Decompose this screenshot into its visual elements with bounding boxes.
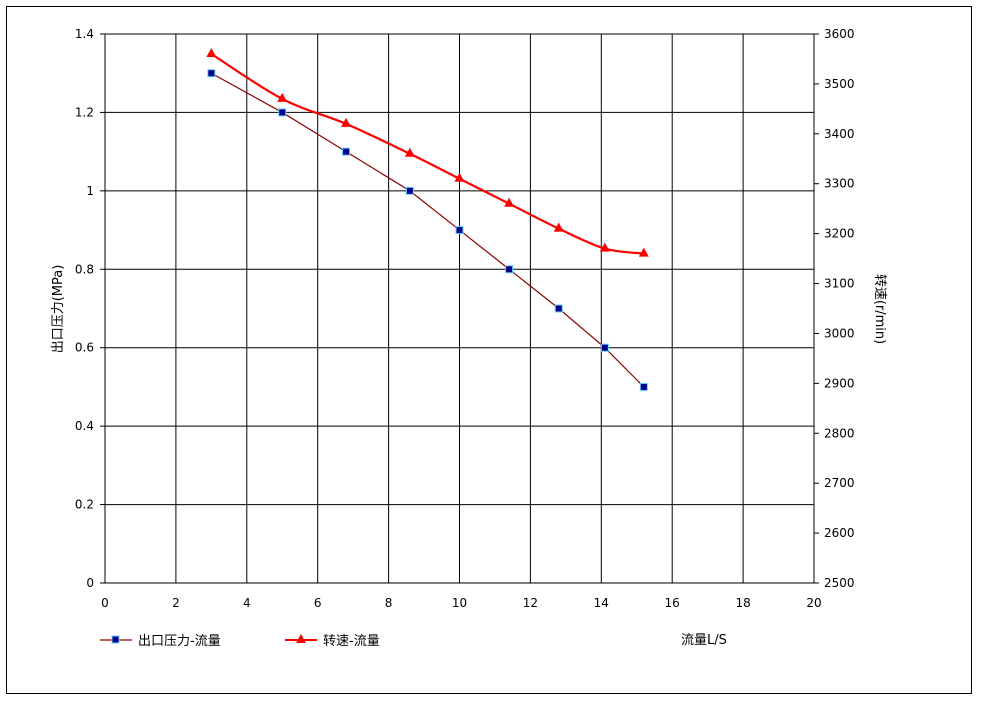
speed-point (454, 172, 465, 182)
x-tick-label: 2 (172, 596, 180, 610)
x-unit-label: 流量L/S (681, 633, 727, 648)
x-tick-label: 14 (594, 596, 609, 610)
x-tick-label: 8 (385, 596, 393, 610)
speed-point (599, 242, 610, 252)
y-right-tick-label: 3100 (824, 277, 855, 291)
x-tick-label: 20 (806, 596, 821, 610)
y-left-tick-label: 0.2 (75, 498, 94, 512)
legend: 出口压力-流量 转速-流量 (100, 634, 380, 649)
grid-lines (100, 33, 819, 584)
y-right-tick-label: 3400 (824, 127, 855, 141)
speed-point (206, 47, 217, 57)
series-line-pressure (211, 72, 645, 388)
y-left-tick-label: 1.4 (75, 27, 94, 41)
legend-item-pressure: 出口压力-流量 (100, 634, 221, 649)
speed-point (341, 117, 352, 127)
legend-marker-speed (296, 634, 306, 643)
pressure-point (342, 147, 351, 156)
pressure-point (278, 108, 287, 117)
pressure-point (207, 69, 216, 78)
legend-marker-pressure (111, 635, 120, 644)
pressure-point (405, 186, 414, 195)
y-right-tick-label: 3600 (824, 27, 855, 41)
x-tick-label: 18 (735, 596, 750, 610)
speed-point (504, 197, 515, 207)
series-layer (206, 47, 649, 391)
legend-label-speed: 转速-流量 (323, 634, 380, 649)
speed-point (277, 92, 288, 102)
x-tick-label: 6 (314, 596, 322, 610)
speed-point (638, 247, 649, 257)
y-right-tick-label: 2800 (824, 426, 855, 440)
x-tick-label: 0 (101, 596, 109, 610)
y-left-tick-label: 0.6 (75, 341, 94, 355)
y-left-tick-label: 0.4 (75, 419, 94, 433)
y-left-tick-label: 1.2 (75, 105, 94, 119)
y-right-tick-label: 2500 (824, 576, 855, 590)
pressure-point (639, 382, 648, 391)
pressure-point (554, 304, 563, 313)
y-left-tick-label: 0 (86, 576, 94, 590)
y-right-tick-label: 2700 (824, 476, 855, 490)
y-left-tick-label: 0.8 (75, 262, 94, 276)
speed-point (404, 147, 415, 157)
x-tick-label: 10 (452, 596, 467, 610)
speed-point (553, 222, 564, 232)
y-right-tick-label: 2600 (824, 526, 855, 540)
y-right-tick-label: 3000 (824, 326, 855, 340)
pressure-point (600, 343, 609, 352)
x-tick-label: 16 (665, 596, 680, 610)
y-left-tick-label: 1 (86, 184, 94, 198)
y-right-tick-label: 3200 (824, 227, 855, 241)
tick-labels: 0 2 4 6 8 10 12 14 16 18 20 0 0.2 0.4 0.6 0.8 1 1.2 1.4 250… (75, 27, 855, 610)
legend-item-speed: 转速-流量 (285, 634, 380, 649)
series-line-speed (210, 53, 644, 255)
pressure-point (455, 226, 464, 235)
y-right-tick-label: 3500 (824, 77, 855, 91)
pressure-point (505, 265, 514, 274)
y-right-axis-label: 转速(r/min) (872, 274, 887, 344)
y-left-axis-label: 出口压力(MPa) (51, 265, 66, 354)
y-right-tick-label: 2900 (824, 376, 855, 390)
y-right-tick-label: 3300 (824, 177, 855, 191)
x-tick-label: 12 (523, 596, 538, 610)
legend-label-pressure: 出口压力-流量 (138, 634, 221, 649)
x-tick-label: 4 (243, 596, 251, 610)
chart-frame (6, 6, 972, 694)
